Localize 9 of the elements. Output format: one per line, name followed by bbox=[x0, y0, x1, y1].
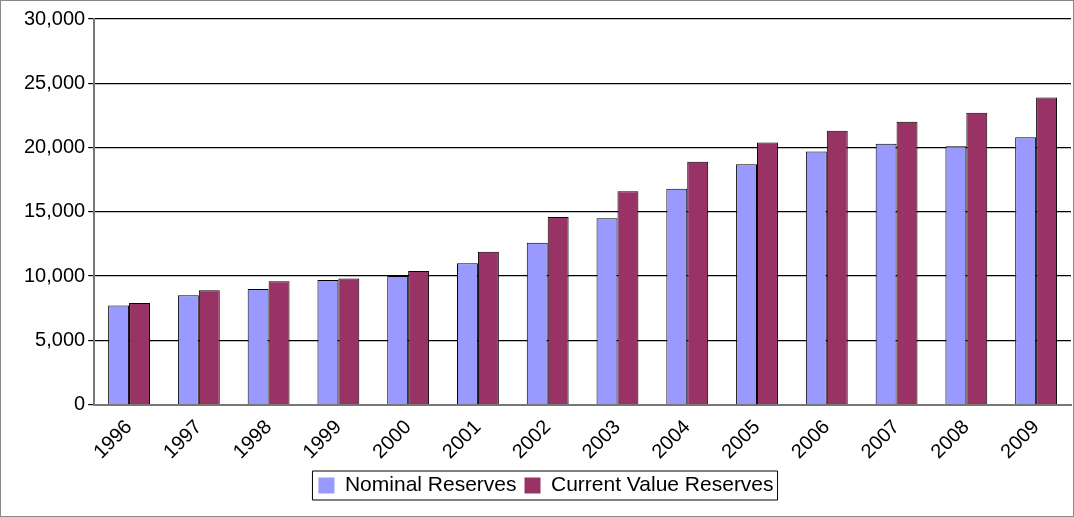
legend-label: Nominal Reserves bbox=[344, 472, 517, 496]
y-tick-label: 0 bbox=[74, 392, 86, 415]
y-tick-label: 25,000 bbox=[24, 70, 86, 93]
y-tick-label: 20,000 bbox=[24, 135, 86, 158]
y-tick-label: 15,000 bbox=[24, 199, 86, 222]
y-tick-label: 10,000 bbox=[24, 263, 86, 286]
y-tick-label: 5,000 bbox=[35, 327, 86, 350]
y-tick-label: 30,000 bbox=[24, 6, 86, 29]
legend-label: Current Value Reserves bbox=[551, 472, 774, 496]
